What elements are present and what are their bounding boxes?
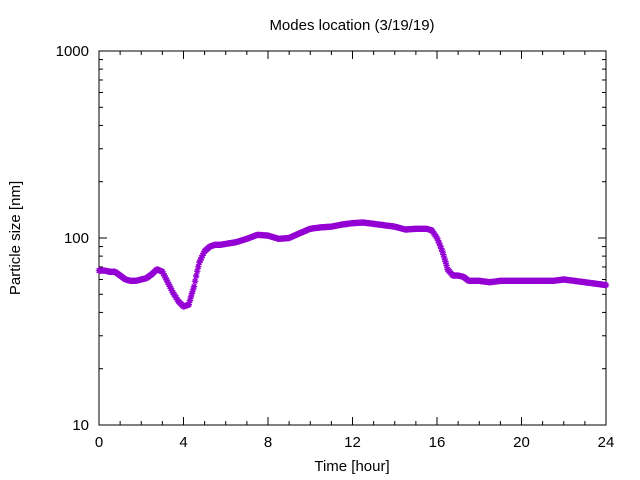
y-tick-label: 1000 [56,43,89,60]
data-point [185,301,192,308]
data-point [194,268,201,275]
data-point [434,237,442,244]
data-point [163,276,170,284]
data-point [189,286,197,294]
data-point [166,283,173,290]
data-point [440,251,447,258]
data-point [165,281,172,288]
data-point [186,297,194,304]
y-tick-label: 10 [72,417,89,434]
data-point [190,283,198,290]
data-point [199,252,206,259]
y-axis-label: Particle size [nm] [7,181,24,295]
data-point [160,270,167,277]
data-point [161,272,168,279]
data-point [195,263,202,270]
data-point [602,281,610,289]
data-point [164,279,171,286]
data-point [435,239,443,247]
data-point [200,250,207,257]
x-axis-label: Time [hour] [314,458,389,475]
axis-ticks [98,50,607,426]
data-point [159,268,166,275]
data-point [438,245,445,252]
data-point [433,234,441,242]
x-tick-label: 8 [264,434,272,451]
x-tick-label: 12 [344,434,361,451]
data-point [167,285,175,292]
data-point [197,256,204,264]
axis-tick-labels: 0 4 8 12 16 20 24 10 100 1000 [56,43,615,451]
plot-frame [98,50,607,426]
data-point [196,259,203,266]
x-tick-label: 4 [179,434,187,451]
data-point [442,258,449,265]
data-point [192,272,200,280]
data-point [439,247,446,255]
x-tick-label: 20 [513,434,530,451]
chart-title: Modes location (3/19/19) [269,17,434,34]
data-point [162,274,169,282]
data-point [191,277,199,285]
data-point [436,242,444,249]
x-tick-label: 16 [429,434,446,451]
data-point [187,293,195,301]
x-tick-label: 0 [95,434,103,451]
data-point [443,262,450,269]
data-point [441,254,448,262]
data-point [168,287,176,294]
data-point [198,254,205,261]
y-tick-label: 100 [64,230,89,247]
data-points [95,219,610,310]
x-tick-label: 24 [598,434,615,451]
data-point [188,290,196,297]
